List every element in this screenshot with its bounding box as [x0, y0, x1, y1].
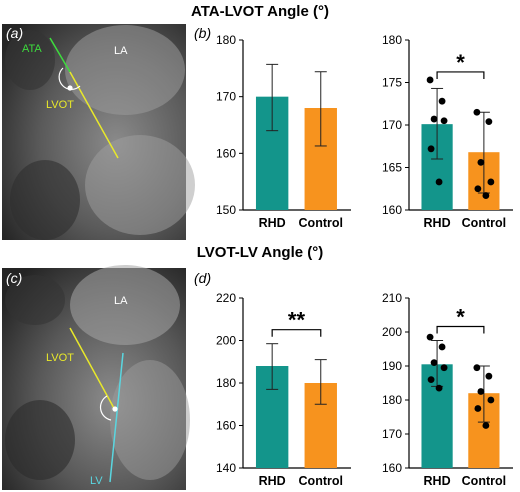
significance-bracket: [436, 325, 485, 334]
x-tick-label-control: Control: [299, 216, 343, 230]
title-ata-lvot: ATA-LVOT Angle (°): [191, 3, 329, 20]
lvot-line-c: [69, 327, 116, 411]
data-point: [435, 384, 443, 392]
data-point: [482, 192, 490, 199]
angle-vertex-c: [112, 406, 118, 412]
data-point: [426, 76, 434, 84]
data-point: [435, 178, 443, 186]
x-tick-label-control: Control: [299, 474, 343, 488]
mri-image-a: [2, 24, 195, 240]
chart-d-left: 140 160 180 200 220 RHD Control **: [216, 291, 351, 488]
data-point: [477, 388, 485, 395]
significance-bracket: [271, 329, 322, 337]
data-point: [487, 396, 495, 404]
data-point: [440, 364, 448, 372]
angle-arc-a: [58, 67, 81, 90]
chart-b-left: 150 160 170 180 RHD Control: [216, 33, 351, 230]
significance-marker: **: [288, 308, 306, 333]
ata-line: [49, 37, 71, 73]
lvot-line-a: [69, 71, 119, 159]
data-point: [440, 117, 448, 125]
angle-vertex-a: [67, 85, 73, 91]
x-tick-label-rhd: RHD: [424, 474, 451, 488]
y-tick-label: 180: [216, 376, 236, 390]
chart-d-right: 160 170 180 190 200 210 RHD Control *: [382, 291, 513, 488]
y-tick-label: 165: [382, 161, 402, 175]
significance-marker: *: [456, 50, 465, 75]
data-point: [485, 118, 493, 125]
panel-label-b: (b): [194, 25, 212, 41]
y-tick-label: 180: [382, 33, 402, 47]
title-lvot-lv: LVOT-LV Angle (°): [196, 244, 324, 261]
y-tick-label: 160: [216, 146, 236, 160]
chart-b-right: 160 165 170 175 180 RHD Control *: [382, 33, 513, 230]
x-tick-label-control: Control: [462, 216, 506, 230]
data-point: [474, 405, 482, 412]
data-point: [482, 422, 490, 429]
y-tick-label: 190: [382, 359, 402, 373]
data-point: [427, 376, 435, 383]
data-point: [438, 343, 446, 351]
la-annotation-a: LA: [114, 45, 128, 57]
lvot-annotation-c: LVOT: [46, 352, 74, 364]
data-point: [473, 364, 481, 372]
lv-annotation: LV: [90, 475, 103, 487]
data-point: [485, 372, 493, 380]
x-tick-label-rhd: RHD: [259, 474, 286, 488]
angle-arc-c: [99, 395, 112, 421]
y-tick-label: 160: [382, 461, 402, 475]
ata-annotation: ATA: [22, 43, 42, 55]
data-point: [438, 97, 446, 105]
data-point: [487, 178, 495, 186]
data-point: [473, 108, 481, 116]
x-tick-label-control: Control: [462, 474, 506, 488]
lvot-annotation-a: LVOT: [46, 99, 74, 111]
data-point: [430, 359, 438, 366]
x-tick-label-rhd: RHD: [424, 216, 451, 230]
mri-image-c: [2, 265, 190, 490]
y-tick-label: 170: [382, 427, 402, 441]
x-tick-label-rhd: RHD: [259, 216, 286, 230]
y-tick-label: 210: [382, 291, 402, 305]
y-tick-label: 175: [382, 76, 402, 90]
panel-label-d: (d): [194, 270, 212, 286]
significance-bracket: [436, 71, 485, 79]
data-point: [474, 185, 482, 193]
y-tick-label: 170: [216, 90, 236, 104]
lv-line: [109, 352, 124, 483]
y-tick-label: 200: [382, 325, 402, 339]
significance-marker: *: [456, 305, 465, 330]
data-point: [426, 333, 434, 341]
y-tick-label: 140: [216, 461, 236, 475]
la-annotation-c: LA: [114, 295, 128, 307]
y-tick-label: 200: [216, 334, 236, 348]
y-tick-label: 160: [382, 203, 402, 217]
y-tick-label: 170: [382, 118, 402, 132]
panel-label-c: (c): [6, 270, 23, 286]
y-tick-label: 180: [216, 33, 236, 47]
panel-label-a: (a): [6, 25, 24, 41]
y-tick-label: 220: [216, 291, 236, 305]
data-point: [430, 115, 438, 123]
data-point: [427, 145, 435, 153]
y-tick-label: 150: [216, 203, 236, 217]
y-tick-label: 180: [382, 393, 402, 407]
data-point: [477, 159, 485, 166]
y-tick-label: 160: [216, 419, 236, 433]
